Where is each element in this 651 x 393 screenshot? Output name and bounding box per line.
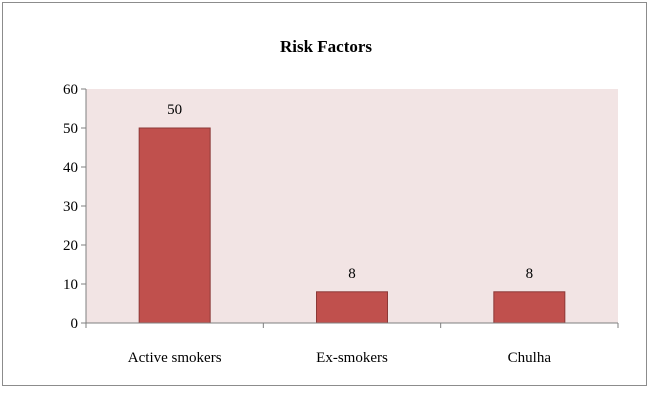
x-category-label: Chulha xyxy=(508,350,552,366)
chart-title: Risk Factors xyxy=(280,37,372,56)
y-tick-label: 0 xyxy=(71,316,79,332)
data-label-3: 8 xyxy=(526,266,534,282)
y-tick-label: 20 xyxy=(63,238,78,254)
y-tick-label: 10 xyxy=(63,277,78,293)
y-axis-ticks: 0 10 20 30 40 50 60 xyxy=(63,82,86,332)
y-tick-label: 40 xyxy=(63,160,78,176)
bars xyxy=(138,127,566,324)
y-tick-label: 30 xyxy=(63,199,78,215)
chart-frame: Risk Factors 50 8 8 0 10 20 30 40 50 60 Active s… xyxy=(2,2,647,386)
y-tick-label: 60 xyxy=(63,82,78,98)
data-labels: 50 8 8 xyxy=(167,102,533,282)
x-category-label: Ex-smokers xyxy=(316,350,388,366)
data-label-1: 50 xyxy=(167,102,182,118)
bar-3 xyxy=(493,291,566,324)
bar-1 xyxy=(138,127,211,324)
risk-factors-chart: Risk Factors 50 8 8 0 10 20 30 40 50 60 Active s… xyxy=(63,37,619,366)
bar-2 xyxy=(316,291,388,324)
x-axis-ticks: Active smokers Ex-smokers Chulha xyxy=(85,323,619,366)
y-tick-label: 50 xyxy=(63,121,78,137)
data-label-2: 8 xyxy=(348,266,356,282)
x-category-label: Active smokers xyxy=(128,350,222,366)
